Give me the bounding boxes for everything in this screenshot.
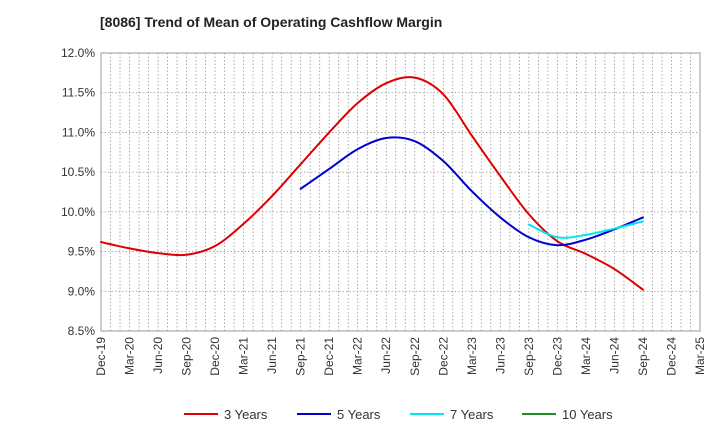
series-line-5-years xyxy=(299,136,644,247)
x-axis-ticks: Dec-19 Mar-20 Jun-20 Sep-20 Dec-20 Mar-21 Jun-… xyxy=(94,337,707,376)
y-tick-label: 9.5% xyxy=(68,245,96,259)
x-tick-label: Dec-19 xyxy=(94,337,108,376)
x-tick-label: Mar-21 xyxy=(237,337,251,375)
y-axis-ticks: 12.0% 11.5% 11.0% 10.5% 10.0% 9.5% 9.0% 8.5% xyxy=(61,46,95,338)
x-tick-label: Jun-23 xyxy=(493,337,507,374)
x-tick-label: Jun-21 xyxy=(265,337,279,374)
x-tick-label: Mar-24 xyxy=(579,337,593,375)
plot-area xyxy=(100,52,701,332)
y-tick-label: 11.5% xyxy=(62,86,95,100)
x-tick-label: Mar-25 xyxy=(693,337,707,375)
x-tick-label: Sep-23 xyxy=(522,337,536,376)
grid-lines xyxy=(101,52,700,332)
series-line-3-years xyxy=(100,76,644,291)
x-tick-label: Dec-23 xyxy=(550,337,564,376)
x-tick-label: Sep-22 xyxy=(408,337,422,376)
y-tick-label: 10.5% xyxy=(61,165,95,179)
x-tick-label: Sep-20 xyxy=(180,337,194,376)
x-tick-label: Dec-22 xyxy=(436,337,450,376)
x-tick-label: Dec-21 xyxy=(322,337,336,376)
y-tick-label: 11.0% xyxy=(62,125,95,139)
x-tick-label: Mar-23 xyxy=(465,337,479,375)
y-tick-label: 8.5% xyxy=(68,324,96,338)
x-tick-label: Sep-21 xyxy=(294,337,308,376)
legend-label: 10 Years xyxy=(562,407,613,422)
x-tick-label: Jun-20 xyxy=(151,337,165,374)
x-tick-label: Jun-22 xyxy=(379,337,393,374)
legend-label: 3 Years xyxy=(224,407,268,422)
x-tick-label: Mar-20 xyxy=(123,337,137,375)
x-tick-label: Dec-24 xyxy=(664,337,678,376)
y-tick-label: 10.0% xyxy=(61,205,95,219)
series-line-7-years xyxy=(527,220,644,239)
y-tick-label: 12.0% xyxy=(61,46,95,60)
legend-label: 5 Years xyxy=(337,407,381,422)
series-lines xyxy=(100,76,644,291)
legend: 3 Years 5 Years 7 Years 10 Years xyxy=(184,407,613,422)
x-tick-label: Mar-22 xyxy=(351,337,365,375)
x-tick-label: Jun-24 xyxy=(607,337,621,374)
legend-label: 7 Years xyxy=(450,407,494,422)
x-tick-label: Dec-20 xyxy=(208,337,222,376)
chart-title: [8086] Trend of Mean of Operating Cashfl… xyxy=(100,14,443,30)
y-tick-label: 9.0% xyxy=(68,284,96,298)
x-tick-label: Sep-24 xyxy=(636,337,650,376)
